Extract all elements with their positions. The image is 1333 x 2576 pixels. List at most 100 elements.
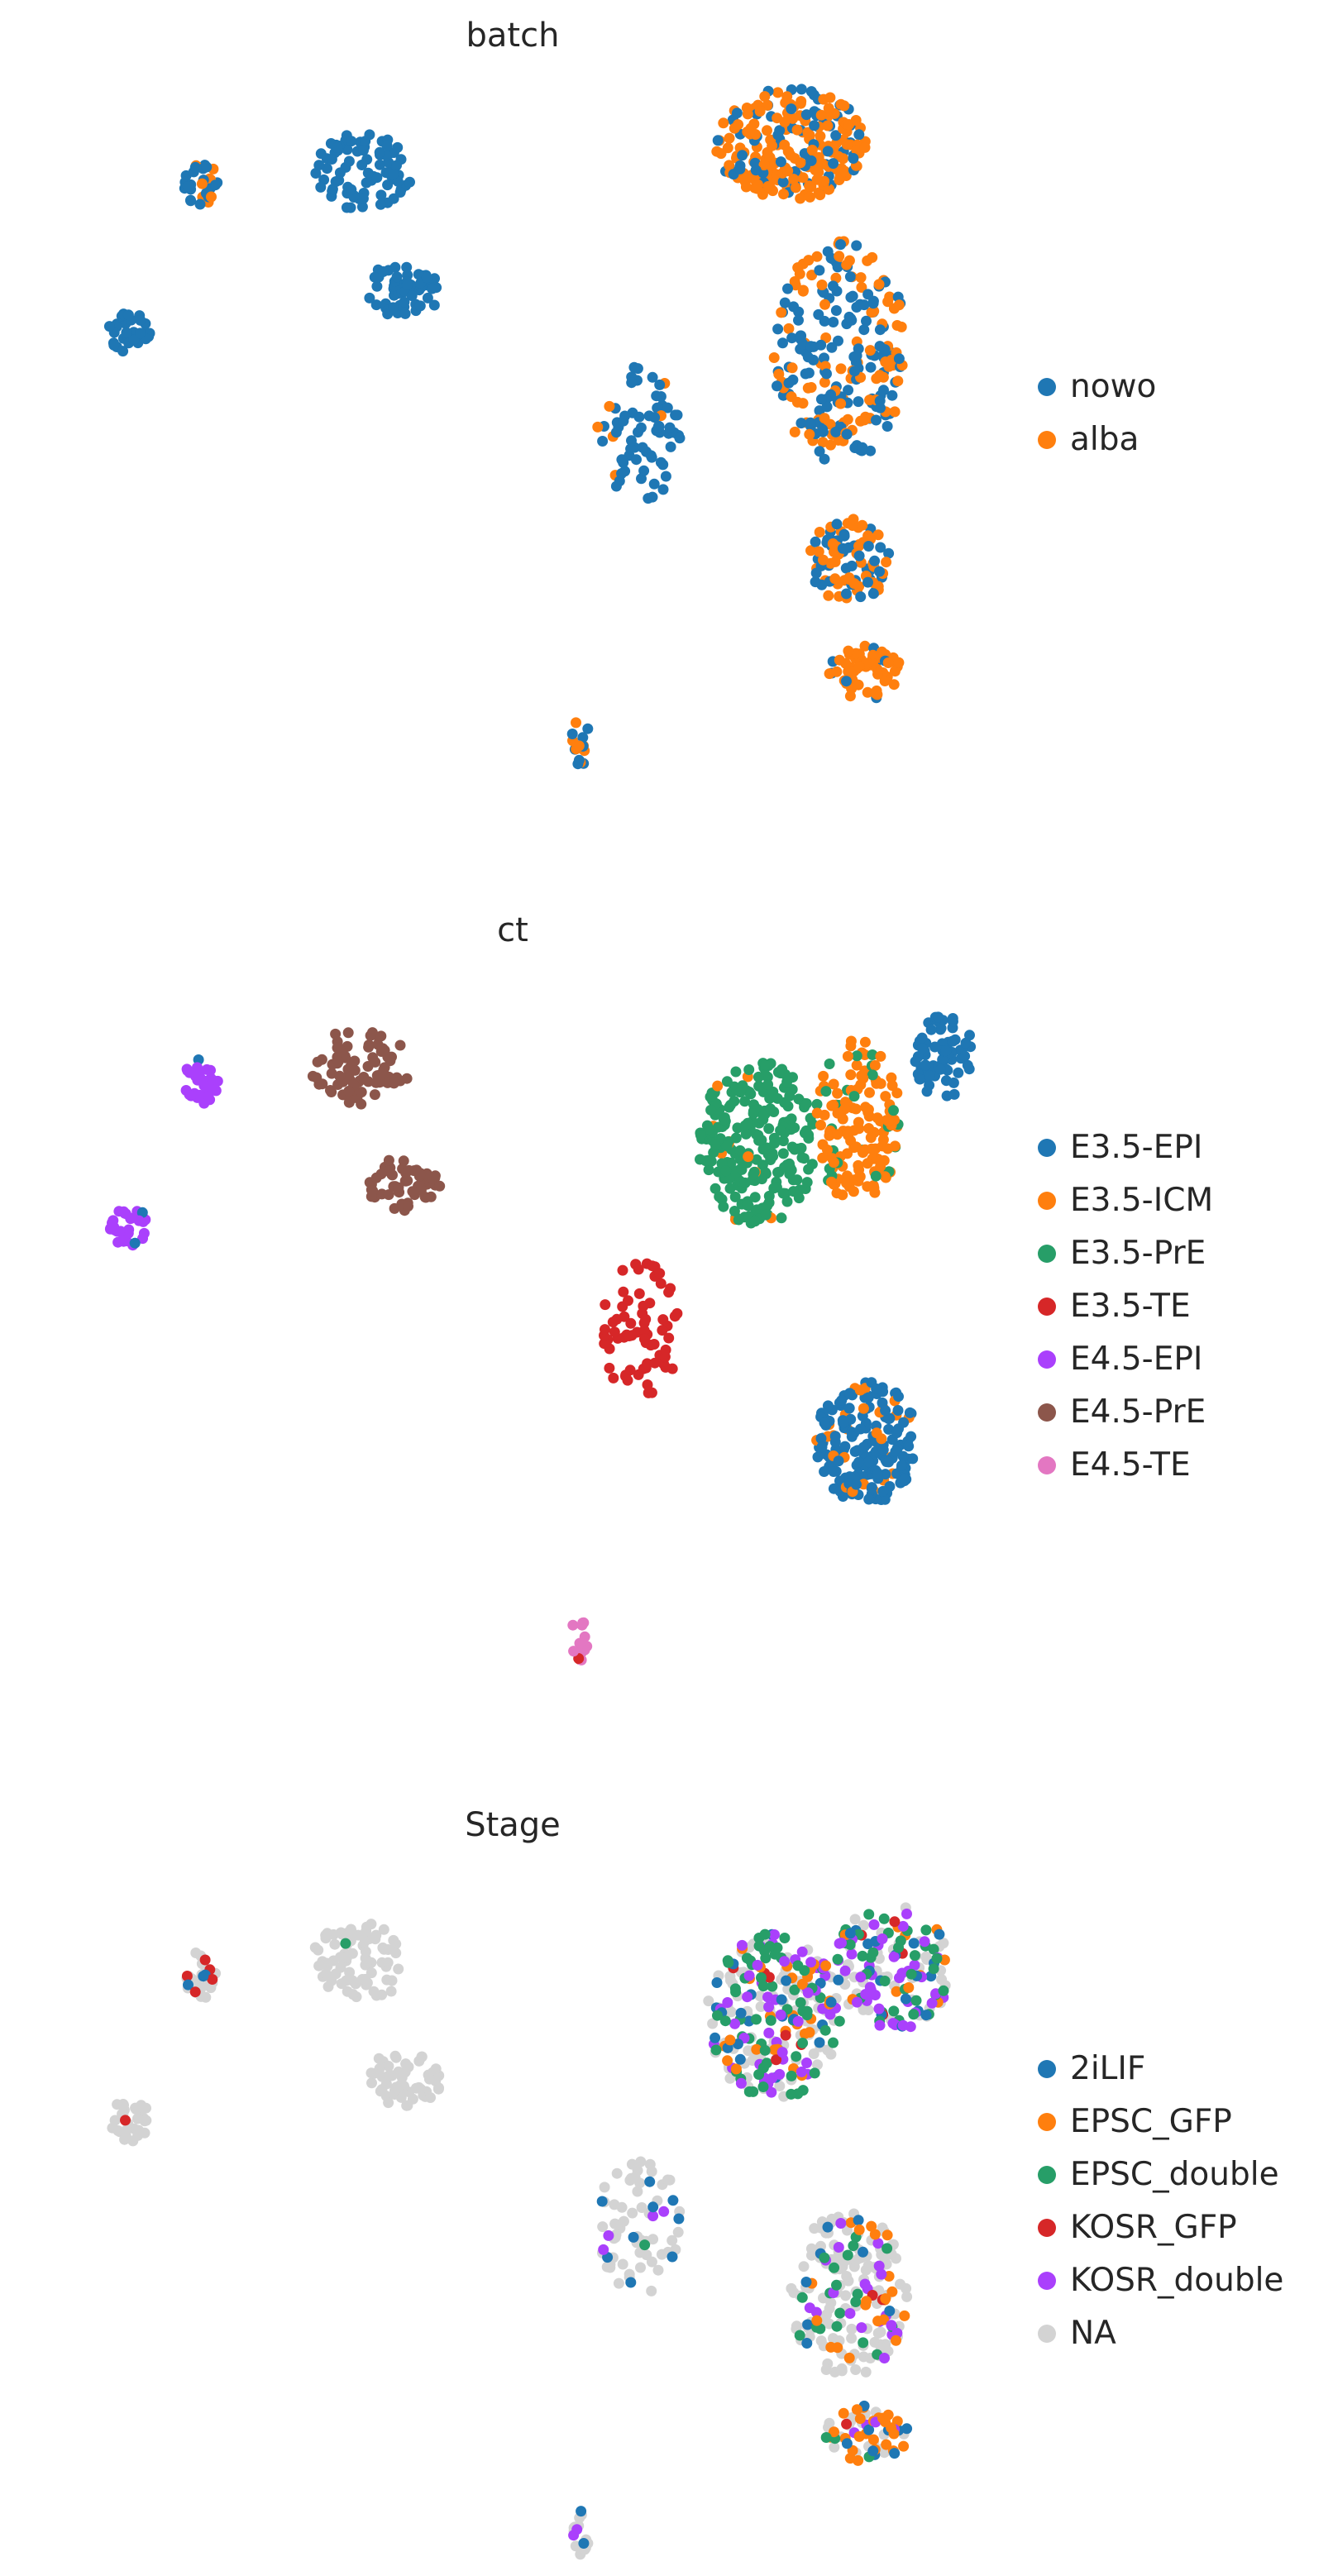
scatter-point: [192, 1074, 203, 1086]
scatter-point: [739, 1096, 751, 1107]
scatter-point: [658, 2206, 670, 2217]
scatter-point: [833, 1455, 844, 1467]
scatter-point: [672, 2226, 684, 2238]
scatter-point: [836, 2365, 848, 2377]
scatter-point: [843, 119, 855, 130]
scatter-point: [740, 1128, 752, 1140]
scatter-point: [851, 1996, 862, 2008]
scatter-point: [327, 1955, 339, 1967]
scatter-point: [816, 280, 828, 290]
scatter-point: [882, 657, 894, 668]
scatter-point: [876, 2268, 887, 2280]
scatter-point: [803, 1129, 815, 1140]
scatter-point: [389, 1202, 400, 1214]
scatter-point: [831, 519, 843, 530]
scatter-point: [845, 1069, 857, 1081]
scatter-point: [597, 2221, 609, 2233]
scatter-point: [883, 1423, 895, 1435]
legend-marker: [1038, 1456, 1056, 1474]
scatter-point: [870, 1170, 882, 1182]
scatter-point: [181, 1971, 193, 1981]
scatter-point: [867, 298, 879, 309]
scatter-point: [848, 1091, 860, 1102]
scatter-point: [815, 131, 826, 142]
scatter-point: [858, 414, 870, 426]
scatter-point: [600, 1299, 611, 1311]
scatter-point: [869, 2229, 881, 2240]
scatter-point: [891, 1427, 902, 1439]
scatter-point: [891, 1087, 903, 1099]
scatter-point: [760, 1209, 772, 1221]
scatter-point: [779, 297, 791, 308]
scatter-point: [733, 119, 744, 131]
scatter-point: [579, 1631, 590, 1642]
scatter-point: [859, 640, 871, 652]
scatter-point: [182, 181, 194, 192]
scatter-point: [597, 436, 609, 447]
scatter-point: [889, 406, 901, 418]
scatter-point: [858, 2004, 869, 2015]
scatter-point: [780, 2029, 791, 2041]
scatter-point: [358, 145, 369, 156]
legend: E3.5-EPI E3.5-ICM E3.5-PrE E3.5-TE E4.5-EPI E…: [1038, 1129, 1213, 1484]
scatter-point: [828, 2037, 838, 2048]
scatter-point: [642, 1379, 653, 1390]
scatter-point: [889, 2448, 901, 2459]
scatter-point: [360, 1946, 371, 1957]
scatter-point: [568, 2530, 580, 2541]
scatter-point: [862, 1392, 874, 1403]
scatter-point: [356, 160, 368, 170]
scatter-point: [851, 145, 862, 156]
scatter-point: [370, 1172, 382, 1183]
scatter-point: [883, 1413, 895, 1425]
scatter-point: [901, 1908, 912, 1919]
scatter-point: [834, 654, 845, 666]
scatter-point: [648, 478, 660, 490]
scatter-point: [864, 394, 876, 406]
scatter-point: [871, 414, 882, 426]
scatter-point: [832, 261, 843, 273]
scatter-point: [729, 1096, 740, 1107]
scatter-point: [839, 1965, 851, 1976]
scatter-point: [317, 1078, 328, 1090]
scatter-point: [751, 2014, 762, 2025]
scatter-point: [201, 161, 213, 173]
scatter-point: [136, 1207, 148, 1218]
scatter-point: [334, 1070, 346, 1082]
scatter-point: [617, 1264, 628, 1276]
scatter-point: [893, 657, 905, 668]
scatter-point: [762, 99, 773, 111]
scatter-point: [853, 2224, 865, 2235]
scatter-point: [371, 280, 383, 292]
scatter-point: [819, 2024, 831, 2036]
scatter-point: [909, 1950, 920, 1962]
scatter-point: [754, 1991, 766, 2002]
scatter-point: [402, 1175, 413, 1187]
scatter-point: [190, 1948, 202, 1958]
scatter-point: [762, 181, 774, 192]
scatter-point: [873, 279, 885, 290]
scatter-point: [843, 311, 855, 323]
scatter-point: [795, 157, 806, 169]
scatter-point: [673, 2213, 685, 2225]
scatter-point: [389, 261, 401, 273]
scatter-point: [820, 1086, 832, 1097]
scatter-point: [831, 2279, 842, 2291]
scatter-point: [776, 2047, 788, 2058]
scatter-point: [867, 1049, 878, 1060]
scatter-point: [641, 2249, 652, 2261]
scatter-point: [833, 335, 843, 346]
scatter-point: [786, 2088, 797, 2100]
scatter-point: [816, 1441, 828, 1453]
scatter-point: [868, 1919, 880, 1930]
scatter-point: [383, 2097, 394, 2109]
scatter-point: [856, 2322, 867, 2334]
scatter-point: [812, 2059, 823, 2071]
scatter-point: [796, 96, 807, 107]
scatter-point: [103, 321, 115, 332]
scatter-point: [122, 309, 134, 321]
scatter-point: [797, 2038, 809, 2048]
scatter-point: [960, 1037, 972, 1049]
scatter-point: [831, 285, 843, 297]
scatter-point: [806, 1159, 818, 1170]
